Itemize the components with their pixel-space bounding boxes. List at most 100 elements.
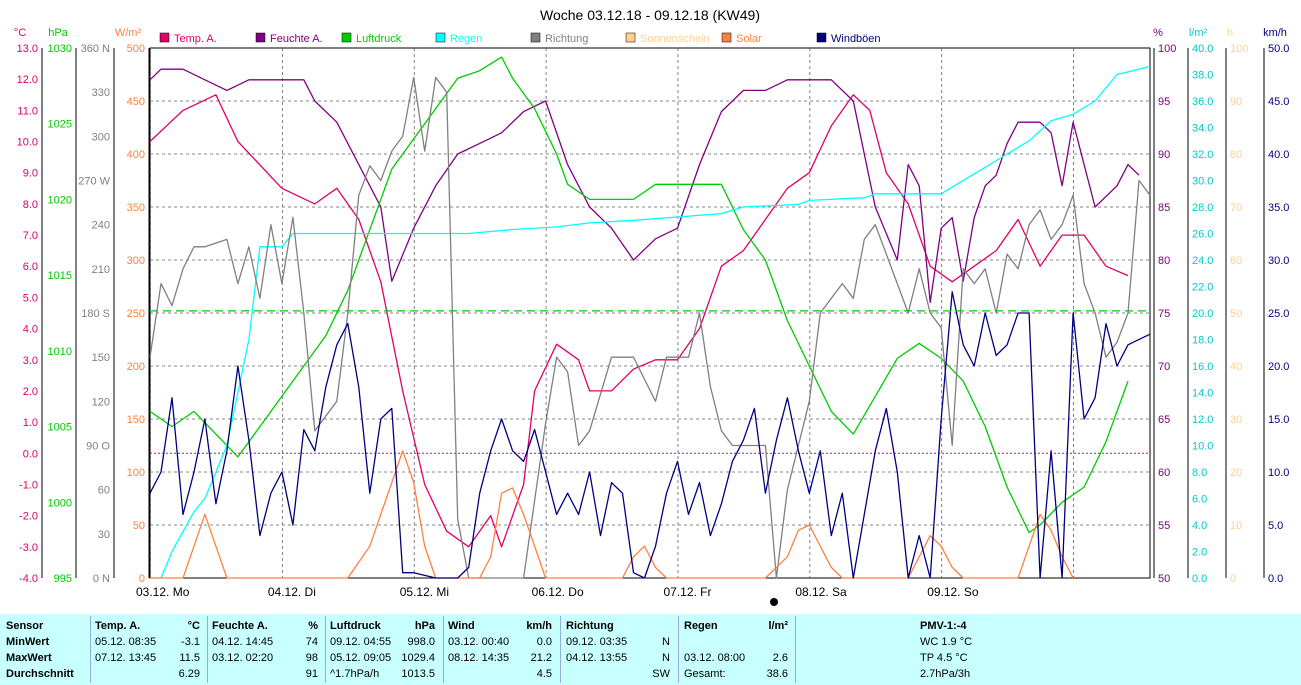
- axis-tick-label: 300: [92, 131, 110, 143]
- legend-swatch: [721, 32, 732, 43]
- axis-tick-label: 300: [127, 255, 145, 267]
- stats-panel: Sensor Temp. A. °C Feuchte A. % Luftdruc…: [0, 614, 1301, 685]
- stats-header-rain: Regen: [684, 620, 718, 632]
- axis-tick-label: 20.0: [1192, 308, 1213, 320]
- series-line-feuchte-a-: [149, 68, 1140, 304]
- axis-tick-label: 200: [127, 361, 145, 373]
- axis-tick-label: 10.0: [17, 137, 38, 149]
- axis-tick-label: 95: [1158, 96, 1170, 108]
- legend-swatch: [530, 32, 541, 43]
- x-tick-label: 03.12. Mo: [136, 585, 190, 599]
- axis-tick-label: 15.0: [1268, 414, 1289, 426]
- x-tick-label: 08.12. Sa: [795, 585, 847, 599]
- x-tick-label: 07.12. Fr: [663, 585, 711, 599]
- stats-header-sensor: Sensor: [6, 620, 44, 632]
- stats-cell: 03.12. 00:40: [448, 636, 510, 648]
- axis-tick-label: 4.0: [23, 324, 38, 336]
- axis-tick-label: 18.0: [1192, 335, 1213, 347]
- axis-tick-label: 350: [127, 202, 145, 214]
- axis-tick-label: 5.0: [23, 292, 38, 304]
- axis-tick-label: 16.0: [1192, 361, 1213, 373]
- stats-header-temp-unit: °C: [187, 620, 200, 632]
- stats-header-pmv: PMV-1:-4: [920, 620, 967, 632]
- axis-tick-label: 90: [1158, 149, 1170, 161]
- axis-tick-label: 90: [1230, 96, 1242, 108]
- stats-cell: Gesamt:: [684, 668, 726, 680]
- axis-tick-label: 50: [1230, 308, 1242, 320]
- axis-unit-label: °C: [14, 27, 26, 39]
- divider: [443, 616, 444, 683]
- legend-label: Richtung: [545, 33, 588, 45]
- axis-tick-label: 0 N: [93, 573, 110, 585]
- stats-cell: 91: [305, 668, 318, 680]
- legend-swatch: [435, 32, 446, 43]
- axis-tick-label: 8.0: [1192, 467, 1207, 479]
- axis-tick-label: 22.0: [1192, 282, 1213, 294]
- stats-header-press-unit: hPa: [414, 620, 435, 632]
- axis-tick-label: 150: [127, 414, 145, 426]
- axis-tick-label: 1.0: [23, 417, 38, 429]
- axis-tick-label: 20.0: [1268, 361, 1289, 373]
- stats-cell: 05.12. 09:05: [330, 652, 392, 664]
- stats-cell: 03.12. 02:20: [212, 652, 274, 664]
- axis-tick-label: 0.0: [1192, 573, 1207, 585]
- stats-cell: 08.12. 14:35: [448, 652, 510, 664]
- axis-tick-label: 12.0: [17, 74, 38, 86]
- chart-title: Woche 03.12.18 - 09.12.18 (KW49): [540, 7, 760, 23]
- divider: [560, 616, 561, 683]
- axis-tick-label: 2.0: [1192, 547, 1207, 559]
- stats-cell: 998.0: [407, 636, 435, 648]
- stats-cell: 4.5: [536, 668, 552, 680]
- axis-unit-label: hPa: [48, 27, 68, 39]
- axis-tick-label: 20: [1230, 467, 1242, 479]
- divider: [325, 616, 326, 683]
- series-line-richtung: [149, 76, 1151, 579]
- axis-tick-label: -4.0: [19, 573, 38, 585]
- series-line-regen: [150, 65, 1151, 579]
- axis-tick-label: 360 N: [81, 43, 110, 55]
- axis-tick-label: 30: [1230, 414, 1242, 426]
- stats-cell: 74: [305, 636, 318, 648]
- axis-tick-label: 12.0: [1192, 414, 1213, 426]
- axis-tick-label: 0: [139, 573, 145, 585]
- axis-tick-label: 3.0: [23, 355, 38, 367]
- stats-cell: 07.12. 13:45: [95, 652, 157, 664]
- stats-cell: WC 1.9 °C: [920, 636, 973, 648]
- stats-cell: 98: [305, 652, 318, 664]
- axis-tick-label: 4.0: [1192, 520, 1207, 532]
- stats-cell: 03.12. 08:00: [684, 652, 746, 664]
- divider: [207, 616, 208, 683]
- axis-tick-label: 36.0: [1192, 96, 1213, 108]
- stats-row-label: MaxWert: [6, 652, 52, 664]
- axis-tick-label: 400: [127, 149, 145, 161]
- axis-tick-label: 330: [92, 87, 110, 99]
- axis-tick-label: 80: [1158, 255, 1170, 267]
- axis-tick-label: 50: [1158, 573, 1170, 585]
- stats-header-wind: Wind: [448, 620, 475, 632]
- stats-header-hum-unit: %: [308, 620, 318, 632]
- axis-tick-label: -1.0: [19, 479, 38, 491]
- axis-tick-label: 65: [1158, 414, 1170, 426]
- stats-cell: N: [662, 636, 670, 648]
- stats-cell: 09.12. 03:35: [566, 636, 628, 648]
- axis-tick-label: 60: [1158, 467, 1170, 479]
- axis-unit-label: l/m²: [1189, 27, 1208, 39]
- stats-cell: N: [662, 652, 670, 664]
- legend-label: Luftdruck: [356, 33, 402, 45]
- axis-tick-label: 40.0: [1192, 43, 1213, 55]
- stats-row-label: Durchschnitt: [6, 668, 74, 680]
- axis-tick-label: 1010: [48, 346, 72, 358]
- stats-cell: 21.2: [530, 652, 552, 664]
- axis-tick-label: 38.0: [1192, 70, 1213, 82]
- axis-tick-label: 120: [92, 396, 110, 408]
- legend-label: Temp. A.: [174, 33, 217, 45]
- axis-unit-label: %: [1153, 27, 1163, 39]
- axis-unit-label: W/m²: [115, 27, 142, 39]
- axis-tick-label: 1005: [48, 422, 72, 434]
- weather-chart: Woche 03.12.18 - 09.12.18 (KW49) Temp. A.…: [14, 7, 1289, 606]
- stats-cell: 1013.5: [401, 668, 435, 680]
- axis-tick-label: 60: [1230, 255, 1242, 267]
- x-tick-label: 05.12. Mi: [400, 585, 449, 599]
- stats-row-label: MinWert: [6, 636, 50, 648]
- axis-tick-label: 50: [133, 520, 145, 532]
